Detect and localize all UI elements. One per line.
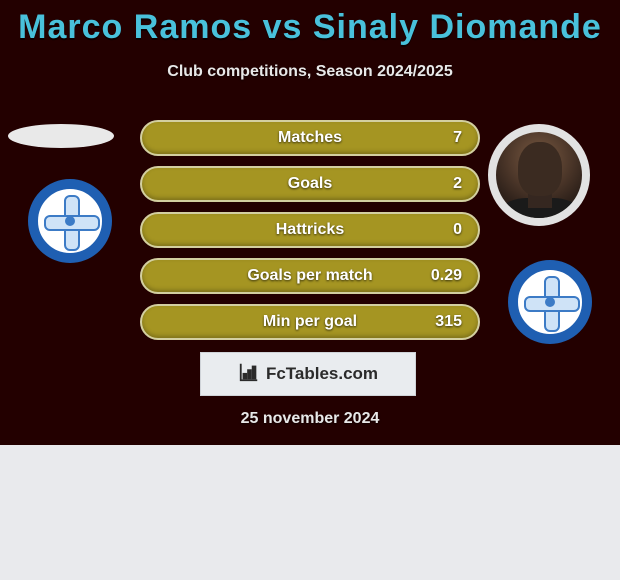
stat-label: Hattricks bbox=[276, 221, 344, 239]
bottom-panel bbox=[0, 445, 620, 580]
stat-value: 315 bbox=[435, 313, 462, 331]
stat-label: Matches bbox=[278, 129, 342, 147]
stat-row-gpm: Goals per match 0.29 bbox=[140, 258, 480, 294]
stat-value: 2 bbox=[453, 175, 462, 193]
stat-value: 7 bbox=[453, 129, 462, 147]
brand-label: FcTables.com bbox=[266, 364, 378, 384]
stat-value: 0 bbox=[453, 221, 462, 239]
stat-row-goals: Goals 2 bbox=[140, 166, 480, 202]
player-right-photo bbox=[488, 124, 590, 226]
club-badge-right bbox=[508, 260, 592, 344]
date-line: 25 november 2024 bbox=[0, 410, 620, 428]
club-badge-left bbox=[28, 179, 112, 263]
page-subtitle: Club competitions, Season 2024/2025 bbox=[0, 63, 620, 81]
player-left-placeholder bbox=[8, 124, 114, 148]
stat-label: Goals bbox=[288, 175, 332, 193]
stats-list: Matches 7 Goals 2 Hattricks 0 Goals per … bbox=[140, 120, 480, 350]
stat-label: Goals per match bbox=[247, 267, 372, 285]
brand-badge: FcTables.com bbox=[200, 352, 416, 396]
stat-value: 0.29 bbox=[431, 267, 462, 285]
stat-label: Min per goal bbox=[263, 313, 357, 331]
stat-row-matches: Matches 7 bbox=[140, 120, 480, 156]
chart-icon bbox=[238, 361, 260, 388]
stat-row-hattricks: Hattricks 0 bbox=[140, 212, 480, 248]
stat-row-mpg: Min per goal 315 bbox=[140, 304, 480, 340]
page-title: Marco Ramos vs Sinaly Diomande bbox=[0, 0, 620, 47]
